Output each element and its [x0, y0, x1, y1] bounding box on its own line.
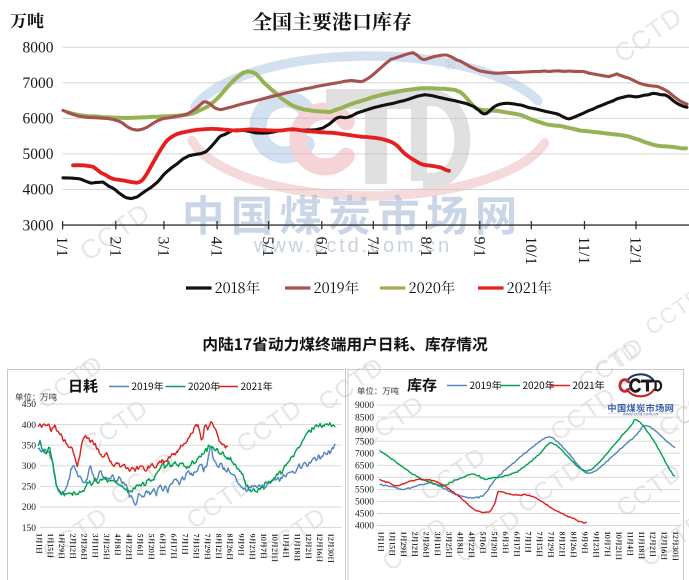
- svg-text:450: 450: [22, 400, 37, 410]
- svg-text:11/1: 11/1: [575, 237, 592, 265]
- svg-text:8000: 8000: [355, 425, 374, 435]
- svg-text:1/1: 1/1: [53, 237, 70, 257]
- svg-text:6000: 6000: [23, 111, 54, 128]
- svg-text:6/1: 6/1: [312, 237, 329, 257]
- svg-text:400: 400: [22, 421, 37, 431]
- svg-text:www.cctd.com.cn: www.cctd.com.cn: [622, 411, 659, 416]
- svg-text:5000: 5000: [23, 146, 54, 163]
- svg-text:350: 350: [22, 441, 37, 451]
- svg-text:7000: 7000: [355, 449, 374, 459]
- svg-text:2/1: 2/1: [106, 237, 123, 257]
- svg-text:12/1: 12/1: [627, 237, 644, 265]
- svg-text:150: 150: [22, 524, 37, 534]
- svg-text:4000: 4000: [355, 522, 374, 532]
- svg-text:10/1: 10/1: [522, 237, 539, 265]
- svg-text:7000: 7000: [23, 75, 54, 92]
- svg-text:3/1: 3/1: [154, 237, 171, 257]
- svg-text:6000: 6000: [355, 474, 374, 484]
- svg-text:300: 300: [22, 462, 37, 472]
- svg-text:4000: 4000: [23, 182, 54, 199]
- svg-text:200: 200: [22, 503, 37, 513]
- svg-text:8500: 8500: [355, 413, 374, 423]
- svg-text:8000: 8000: [23, 39, 54, 56]
- svg-text:www.cctd.com.cn: www.cctd.com.cn: [253, 235, 452, 257]
- svg-text:®: ®: [445, 57, 456, 74]
- svg-text:7/1: 7/1: [364, 237, 381, 257]
- svg-text:5/1: 5/1: [259, 237, 276, 257]
- svg-text:250: 250: [22, 483, 37, 493]
- svg-text:5500: 5500: [355, 486, 374, 496]
- svg-text:5000: 5000: [355, 498, 374, 508]
- svg-text:4/1: 4/1: [208, 237, 225, 257]
- svg-text:7500: 7500: [355, 437, 374, 447]
- svg-text:4500: 4500: [355, 510, 374, 520]
- svg-text:9000: 9000: [355, 401, 374, 411]
- svg-text:6500: 6500: [355, 462, 374, 472]
- svg-text:3000: 3000: [23, 217, 54, 234]
- svg-text:8/1: 8/1: [417, 237, 434, 257]
- svg-text:9/1: 9/1: [470, 237, 487, 257]
